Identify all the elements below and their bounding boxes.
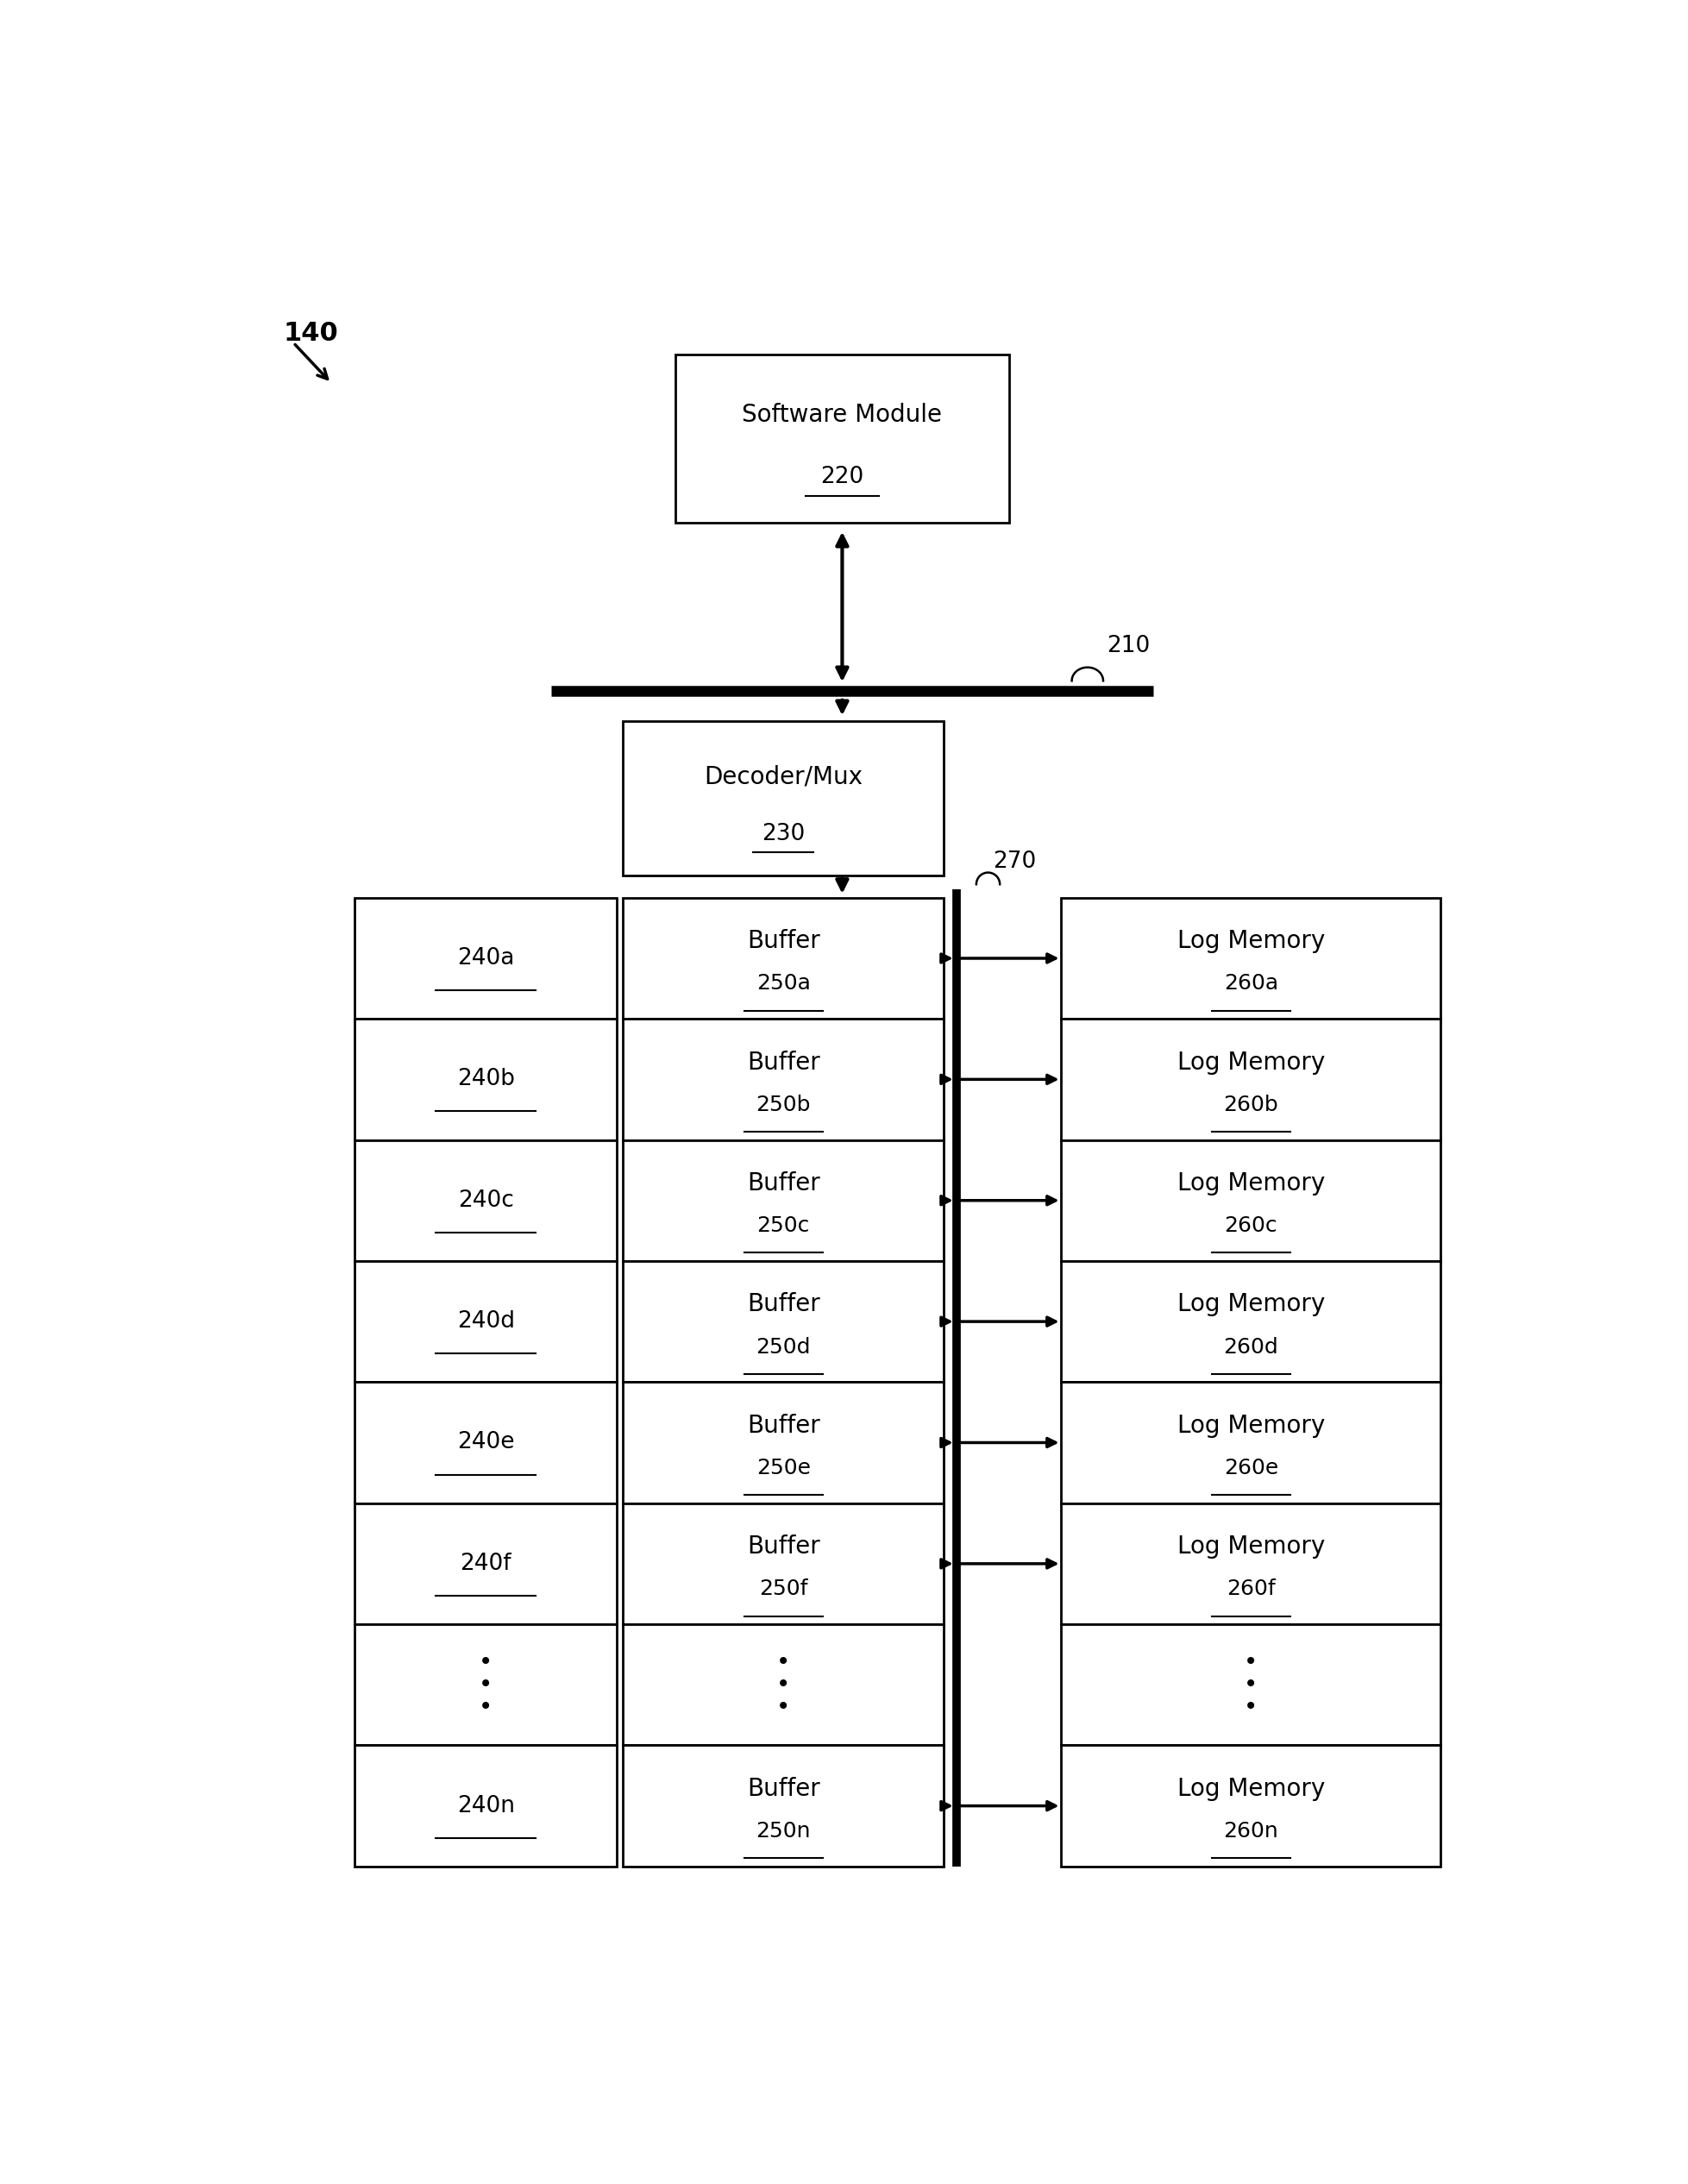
Bar	[354, 1745, 616, 1867]
Bar	[675, 354, 1009, 522]
Text: Software Module: Software Module	[743, 404, 942, 428]
Bar	[354, 1260, 616, 1382]
Text: •
•
•: • • •	[479, 1651, 493, 1719]
Bar	[354, 1020, 616, 1140]
Text: 250f: 250f	[760, 1579, 807, 1599]
Bar	[354, 1382, 616, 1503]
Text: Log Memory: Log Memory	[1177, 928, 1325, 954]
Text: Buffer: Buffer	[746, 1778, 820, 1802]
Text: 240d: 240d	[457, 1310, 515, 1332]
Text: 250c: 250c	[756, 1216, 810, 1236]
Text: 230: 230	[761, 823, 805, 845]
Bar	[623, 1382, 944, 1503]
Bar	[623, 1020, 944, 1140]
Bar	[354, 1140, 616, 1260]
Text: 240f: 240f	[461, 1553, 511, 1575]
Bar	[1062, 1020, 1440, 1140]
Bar	[1062, 1260, 1440, 1382]
Bar	[623, 1745, 944, 1867]
Text: 250a: 250a	[756, 974, 810, 994]
Text: Log Memory: Log Memory	[1177, 1171, 1325, 1195]
Text: 250e: 250e	[756, 1457, 810, 1479]
Text: Buffer: Buffer	[746, 1535, 820, 1559]
Text: •
•
•: • • •	[1244, 1651, 1258, 1719]
Text: 260b: 260b	[1224, 1094, 1278, 1116]
Text: 250b: 250b	[756, 1094, 810, 1116]
Bar	[623, 1503, 944, 1625]
Bar	[623, 1625, 944, 1745]
Bar	[1062, 1503, 1440, 1625]
Text: 260f: 260f	[1227, 1579, 1276, 1599]
Bar	[1062, 1140, 1440, 1260]
Text: 240a: 240a	[457, 948, 515, 970]
Text: 240c: 240c	[457, 1190, 513, 1212]
Text: •
•
•: • • •	[776, 1651, 790, 1719]
Text: Buffer: Buffer	[746, 1171, 820, 1195]
Text: 240e: 240e	[457, 1431, 515, 1455]
Text: 260e: 260e	[1224, 1457, 1278, 1479]
Bar	[354, 1625, 616, 1745]
Text: 140: 140	[284, 321, 338, 345]
Text: Log Memory: Log Memory	[1177, 1535, 1325, 1559]
Bar	[623, 1140, 944, 1260]
Bar	[623, 721, 944, 876]
Text: Log Memory: Log Memory	[1177, 1051, 1325, 1075]
Text: Log Memory: Log Memory	[1177, 1293, 1325, 1317]
Text: Log Memory: Log Memory	[1177, 1413, 1325, 1437]
Text: 260n: 260n	[1224, 1821, 1278, 1841]
Text: 250d: 250d	[756, 1337, 810, 1356]
Text: 260a: 260a	[1224, 974, 1278, 994]
Bar	[1062, 898, 1440, 1018]
Bar	[354, 898, 616, 1018]
Text: 270: 270	[993, 850, 1036, 874]
Text: 260c: 260c	[1224, 1216, 1278, 1236]
Text: 240b: 240b	[457, 1068, 515, 1090]
Text: 260d: 260d	[1224, 1337, 1278, 1356]
Bar	[1062, 1382, 1440, 1503]
Bar	[623, 898, 944, 1018]
Bar	[1062, 1745, 1440, 1867]
Text: Buffer: Buffer	[746, 1413, 820, 1437]
Text: Buffer: Buffer	[746, 1293, 820, 1317]
Bar	[1062, 1625, 1440, 1745]
Text: Buffer: Buffer	[746, 1051, 820, 1075]
Text: 250n: 250n	[756, 1821, 810, 1841]
Text: Buffer: Buffer	[746, 928, 820, 954]
Bar	[623, 1260, 944, 1382]
Text: 240n: 240n	[457, 1795, 515, 1817]
Text: 220: 220	[820, 465, 864, 489]
Text: Decoder/Mux: Decoder/Mux	[704, 764, 863, 788]
Text: Log Memory: Log Memory	[1177, 1778, 1325, 1802]
Text: 210: 210	[1107, 636, 1151, 657]
Bar	[354, 1503, 616, 1625]
